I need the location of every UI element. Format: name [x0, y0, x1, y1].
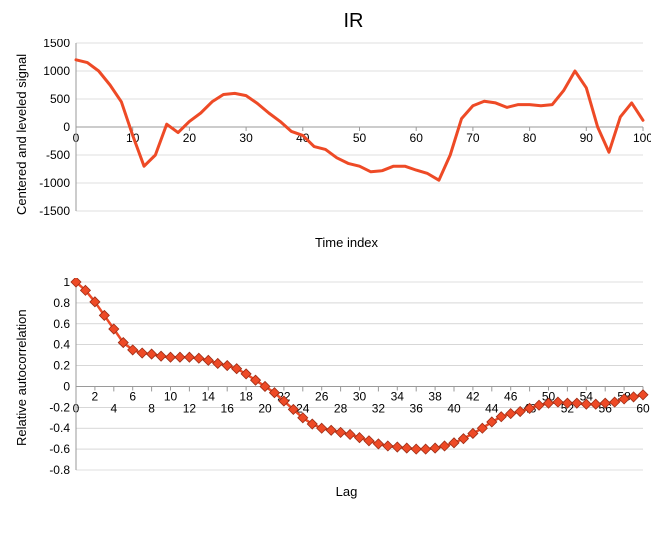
- svg-text:-1000: -1000: [39, 176, 70, 190]
- svg-text:0.2: 0.2: [53, 359, 70, 373]
- svg-text:0.8: 0.8: [53, 296, 70, 310]
- panel-autocorr: Relative autocorrelation -0.8 -0.6 -0.4 -0.…: [10, 278, 657, 478]
- panel1-ylabel: Centered and leveled signal: [10, 39, 36, 229]
- svg-text:20: 20: [183, 131, 197, 145]
- svg-text:36: 36: [410, 401, 424, 415]
- svg-text:4: 4: [110, 401, 117, 415]
- svg-text:90: 90: [580, 131, 594, 145]
- svg-text:12: 12: [183, 401, 197, 415]
- svg-text:40: 40: [447, 401, 461, 415]
- panel2-ylabel: Relative autocorrelation: [10, 278, 36, 478]
- svg-text:-0.4: -0.4: [49, 421, 70, 435]
- svg-text:0: 0: [63, 120, 70, 134]
- svg-text:80: 80: [523, 131, 537, 145]
- svg-text:1500: 1500: [43, 39, 70, 50]
- svg-text:1000: 1000: [43, 64, 70, 78]
- svg-text:0.4: 0.4: [53, 338, 70, 352]
- svg-text:44: 44: [485, 401, 499, 415]
- svg-text:30: 30: [353, 389, 367, 403]
- svg-text:20: 20: [258, 401, 272, 415]
- svg-text:-0.6: -0.6: [49, 442, 70, 456]
- svg-text:500: 500: [50, 92, 70, 106]
- svg-text:60: 60: [410, 131, 424, 145]
- svg-text:2: 2: [92, 389, 99, 403]
- svg-text:6: 6: [129, 389, 136, 403]
- svg-text:34: 34: [391, 389, 405, 403]
- svg-text:-1500: -1500: [39, 204, 70, 218]
- svg-text:10: 10: [164, 389, 178, 403]
- svg-text:50: 50: [353, 131, 367, 145]
- svg-text:70: 70: [466, 131, 480, 145]
- panel1-plot: -1500-1000-50005001000150001020304050607…: [36, 39, 651, 229]
- svg-text:32: 32: [372, 401, 386, 415]
- svg-text:42: 42: [466, 389, 480, 403]
- svg-text:28: 28: [334, 401, 348, 415]
- svg-text:8: 8: [148, 401, 155, 415]
- chart-area: IR Centered and leveled signal -1500 -100…: [10, 10, 657, 499]
- svg-text:-0.8: -0.8: [49, 463, 70, 477]
- svg-text:-0.2: -0.2: [49, 400, 70, 414]
- svg-text:38: 38: [428, 389, 442, 403]
- svg-text:0: 0: [63, 379, 70, 393]
- panel2-plot: -0.8-0.6-0.4-0.200.20.40.60.810481216202…: [36, 278, 651, 478]
- panel-signal: Centered and leveled signal -1500 -1000 -5…: [10, 39, 657, 229]
- panel1-xlabel: Time index: [10, 235, 657, 250]
- panel2-xlabel: Lag: [10, 484, 657, 499]
- svg-text:14: 14: [202, 389, 216, 403]
- svg-text:1: 1: [63, 278, 70, 289]
- svg-text:60: 60: [636, 401, 650, 415]
- svg-text:16: 16: [221, 401, 235, 415]
- chart-title: IR: [10, 10, 657, 33]
- svg-text:26: 26: [315, 389, 329, 403]
- svg-text:30: 30: [239, 131, 253, 145]
- svg-text:18: 18: [239, 389, 253, 403]
- svg-text:100: 100: [633, 131, 651, 145]
- svg-text:46: 46: [504, 389, 518, 403]
- svg-text:-500: -500: [46, 148, 70, 162]
- svg-text:0.6: 0.6: [53, 317, 70, 331]
